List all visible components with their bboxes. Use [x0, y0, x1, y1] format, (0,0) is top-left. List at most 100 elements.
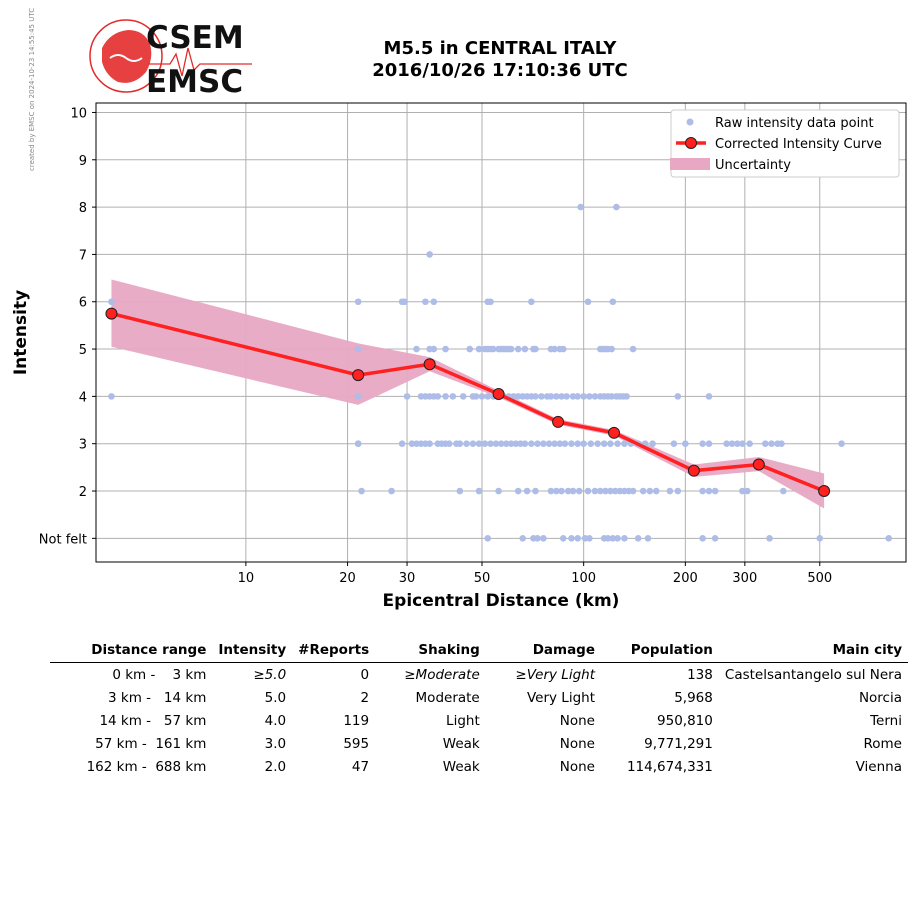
raw-data-point: [472, 393, 480, 400]
raw-data-point: [885, 535, 893, 542]
chart-title-line1: M5.5 in CENTRAL ITALY: [383, 38, 617, 59]
raw-data-point: [739, 440, 746, 448]
raw-data-point: [607, 440, 614, 448]
raw-data-point: [705, 393, 713, 400]
raw-data-point: [466, 345, 474, 353]
raw-data-point: [639, 487, 647, 495]
table-row: 3 km - 14 km 5.0 2 Moderate Very Light 5…: [50, 686, 908, 709]
raw-data-point: [545, 440, 553, 448]
raw-data-point: [534, 535, 541, 542]
raw-data-point: [459, 393, 467, 400]
cell-intensity: 2.0: [264, 759, 287, 775]
cell-reports: 595: [343, 736, 370, 752]
raw-data-point: [629, 487, 637, 495]
raw-data-point: [519, 535, 527, 542]
raw-data-point: [521, 345, 529, 353]
raw-data-point: [553, 393, 560, 400]
cell-damage: None: [559, 759, 595, 775]
raw-data-point: [594, 440, 601, 448]
curve-marker: [752, 458, 765, 471]
raw-data-point: [495, 487, 502, 495]
cell-intensity: 5.0: [264, 690, 287, 706]
x-tick-label: 100: [571, 571, 596, 586]
raw-data-point: [728, 440, 736, 448]
raw-data-point: [510, 393, 517, 400]
raw-data-point: [652, 487, 660, 495]
raw-data-point: [778, 440, 785, 448]
cell-reports: 119: [343, 713, 370, 729]
raw-data-point: [108, 298, 115, 306]
table-row: 14 km - 57 km 4.0 119 Light None 950,810…: [50, 709, 908, 732]
raw-data-point: [584, 298, 592, 306]
cell-distance-range: 3 km - 14 km: [108, 690, 207, 706]
cell-main-city: Terni: [870, 713, 902, 729]
curve-marker: [818, 485, 831, 498]
curve-markers: [105, 307, 831, 498]
raw-data-point: [607, 487, 614, 495]
raw-data-point: [568, 535, 575, 542]
cell-damage: ≥Very Light: [515, 667, 595, 683]
table-row: 0 km - 3 km ≥5.0 0 ≥Moderate ≥Very Light…: [50, 663, 908, 687]
raw-data-point: [413, 345, 420, 353]
x-axis-label: Epicentral Distance (km): [383, 591, 620, 611]
cell-intensity: 3.0: [264, 736, 287, 752]
raw-data-point: [559, 535, 567, 542]
table-row: 162 km - 688 km 2.0 47 Weak None 114,674…: [50, 755, 908, 778]
raw-data-point: [746, 440, 753, 448]
raw-data-point: [586, 535, 593, 542]
curve-marker: [105, 307, 118, 320]
raw-data-point: [551, 345, 558, 353]
curve-marker: [352, 369, 365, 382]
raw-data-point: [475, 345, 483, 353]
cell-population: 114,674,331: [626, 759, 713, 775]
y-tick-label: 3: [79, 438, 87, 453]
x-tick-label: 500: [807, 571, 832, 586]
raw-data-point: [426, 251, 433, 258]
raw-data-point: [463, 440, 470, 448]
raw-data-point: [507, 345, 515, 353]
y-axis-label: Intensity: [11, 290, 31, 375]
curve-marker: [552, 415, 565, 428]
raw-data-point: [514, 487, 522, 495]
raw-data-point: [354, 440, 362, 448]
raw-data-point: [577, 203, 585, 211]
raw-data-point: [484, 535, 492, 542]
raw-data-point: [723, 440, 730, 448]
curve-marker: [687, 464, 700, 477]
y-tick-label: 9: [79, 154, 87, 169]
plot-frame: [95, 102, 907, 563]
raw-data-point: [629, 345, 637, 353]
raw-data-point: [481, 440, 489, 448]
raw-data-point: [587, 440, 595, 448]
raw-data-point: [445, 440, 453, 448]
legend-raw-marker: [686, 118, 694, 126]
raw-data-point: [674, 393, 682, 400]
cell-shaking: Moderate: [415, 690, 480, 706]
raw-data-point: [559, 345, 567, 353]
raw-data-point: [634, 535, 642, 542]
header-population: Population: [601, 640, 719, 663]
raw-data-point: [580, 440, 587, 448]
uncertainty-band: [111, 279, 825, 509]
raw-data-point: [456, 440, 464, 448]
raw-data-point: [528, 440, 535, 448]
cell-distance-range: 14 km - 57 km: [99, 713, 207, 729]
intensity-chart: 10 20 30 50 100 200 300 500 Not felt 2 3 4 5 6 7 8 9 10 …: [11, 102, 907, 611]
raw-data-point: [442, 393, 449, 400]
raw-data-point: [556, 440, 564, 448]
header-main-city: Main city: [718, 640, 908, 663]
raw-data-point: [766, 535, 773, 542]
raw-data-point: [553, 487, 560, 495]
raw-data-point: [644, 535, 652, 542]
curve-marker: [423, 358, 436, 371]
raw-data-point: [699, 440, 706, 448]
raw-data-point: [616, 487, 624, 495]
cell-population: 950,810: [657, 713, 713, 729]
cell-damage: Very Light: [526, 690, 595, 706]
raw-data-point: [547, 487, 555, 495]
raw-data-point: [487, 298, 494, 306]
raw-data-point: [780, 487, 787, 495]
raw-data-point: [743, 487, 751, 495]
header-reports: #Reports: [292, 640, 376, 663]
raw-data-point: [532, 487, 539, 495]
